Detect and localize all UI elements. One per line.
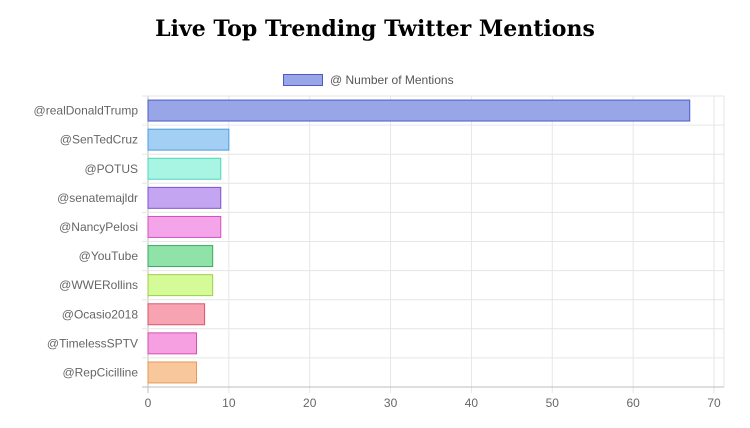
y-category-label: @TimelessSPTV: [47, 336, 138, 350]
y-category-label: @realDonaldTrump: [34, 104, 139, 118]
x-tick-label: 50: [546, 396, 560, 410]
x-tick-label: 70: [707, 396, 721, 410]
x-tick-label: 0: [145, 396, 152, 410]
y-category-label: @RepCicilline: [62, 365, 138, 379]
bar: [147, 99, 691, 122]
bar: [147, 186, 222, 209]
y-category-label: @WWERollins: [59, 278, 138, 292]
y-category-label: @senatemajldr: [57, 191, 138, 205]
bar: [147, 128, 230, 151]
chart-title: Live Top Trending Twitter Mentions: [155, 16, 595, 42]
bar: [147, 215, 222, 238]
x-tick-label: 40: [465, 396, 479, 410]
bar: [147, 361, 198, 384]
y-category-label: @NancyPelosi: [59, 220, 138, 234]
legend-swatch: [283, 74, 323, 86]
x-tick-label: 30: [384, 396, 398, 410]
bar: [147, 245, 214, 268]
x-tick-label: 60: [626, 396, 640, 410]
y-category-label: @Ocasio2018: [62, 307, 139, 321]
y-category-label: @YouTube: [79, 249, 139, 263]
y-category-label: @SenTedCruz: [60, 133, 138, 147]
x-tick-label: 10: [222, 396, 236, 410]
chart-legend[interactable]: @ Number of Mentions: [283, 72, 454, 88]
x-tick-label: 20: [303, 396, 317, 410]
bar: [147, 157, 222, 180]
y-category-label: @POTUS: [84, 162, 138, 176]
bar: [147, 303, 206, 326]
legend-label: @ Number of Mentions: [330, 73, 454, 87]
bar: [147, 332, 198, 355]
bar: [147, 274, 214, 297]
